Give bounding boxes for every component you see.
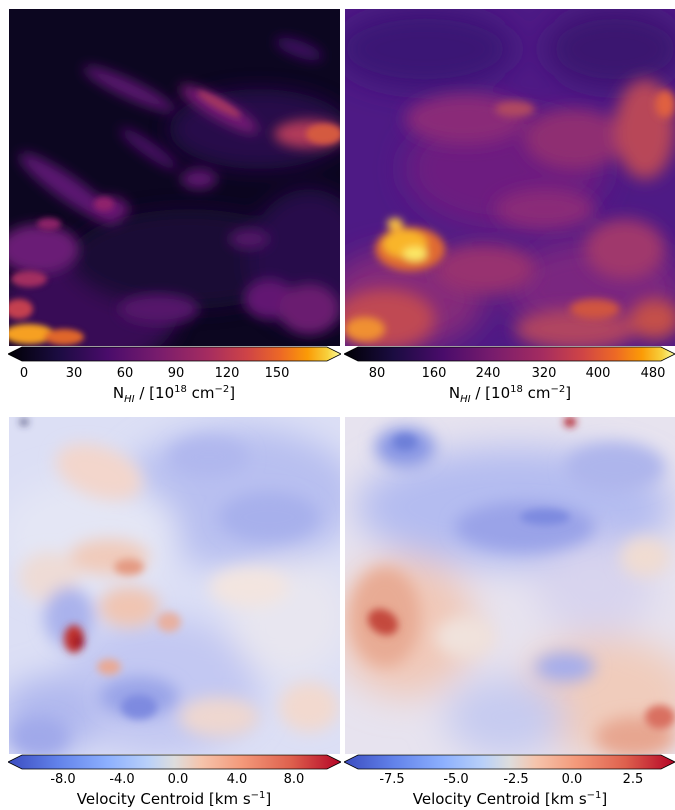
colorbar-tick: 0: [19, 366, 29, 381]
colorbar-nhi-left-gradient: [7, 346, 342, 362]
colorbar-tick: 90: [167, 366, 185, 381]
colorbar-velocity-left-gradient: [7, 754, 342, 770]
nhi-map-left: [9, 9, 340, 346]
colorbar-tick: -4.0: [109, 772, 135, 787]
colorbar-label: Velocity Centroid [km s−1]: [76, 790, 272, 808]
colorbar-tick: 480: [640, 366, 666, 381]
colorbar-tick: 80: [368, 366, 386, 381]
colorbar-tick: 2.5: [622, 772, 644, 787]
nhi-map-right: [345, 9, 675, 346]
nhi-map-left-image: [9, 9, 340, 346]
colorbar-nhi-right-gradient: [343, 346, 675, 362]
colorbar-velocity-left: -8.0 -4.0 0.0 4.0 8.0 Velocity Centroid …: [7, 754, 342, 810]
velocity-map-left-image: [9, 417, 340, 754]
colorbar-tick: -2.5: [503, 772, 529, 787]
colorbar-velocity-right: -7.5 -5.0 -2.5 0.0 2.5 Velocity Centroid…: [343, 754, 675, 810]
colorbar-tick: -8.0: [50, 772, 76, 787]
colorbar-tick: 0.0: [561, 772, 583, 787]
colorbar-velocity-right-gradient: [343, 754, 675, 770]
colorbar-label: NHI / [1018 cm−2]: [448, 384, 572, 405]
colorbar-tick: 4.0: [226, 772, 248, 787]
colorbar-tick: 30: [65, 366, 83, 381]
colorbar-tick: 240: [475, 366, 501, 381]
colorbar-label: NHI / [1018 cm−2]: [112, 384, 236, 405]
velocity-map-right: [345, 417, 675, 754]
colorbar-tick: 150: [264, 366, 290, 381]
colorbar-nhi-left: 0 30 60 90 120 150 NHI / [1018 cm−2]: [7, 346, 342, 406]
colorbar-label: Velocity Centroid [km s−1]: [412, 790, 608, 808]
colorbar-tick: 160: [421, 366, 447, 381]
colorbar-tick: 320: [531, 366, 557, 381]
colorbar-tick: 8.0: [283, 772, 305, 787]
colorbar-nhi-right: 80 160 240 320 400 480 NHI / [1018 cm−2]: [343, 346, 675, 406]
colorbar-tick: 0.0: [167, 772, 189, 787]
velocity-map-left: [9, 417, 340, 754]
velocity-map-right-image: [345, 417, 675, 754]
colorbar-tick: -5.0: [443, 772, 469, 787]
colorbar-tick: 120: [214, 366, 240, 381]
colorbar-tick: 400: [585, 366, 611, 381]
colorbar-tick: 60: [116, 366, 134, 381]
colorbar-tick: -7.5: [379, 772, 405, 787]
nhi-map-right-image: [345, 9, 675, 346]
